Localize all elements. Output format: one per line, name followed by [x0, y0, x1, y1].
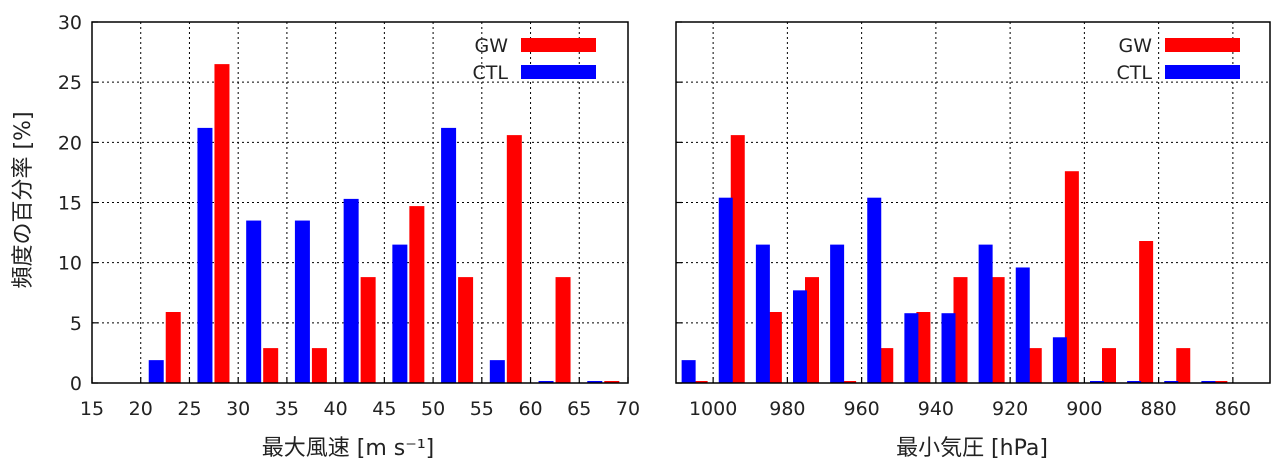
x-tick-label: 860	[1215, 398, 1251, 420]
bar-ctl-940	[904, 313, 919, 383]
bar-ctl-30	[246, 220, 262, 383]
bar-ctl-890	[1090, 381, 1104, 383]
x-tick-label: 880	[1140, 398, 1176, 420]
y-tick-label: 20	[58, 132, 82, 154]
y-tick-label: 0	[70, 373, 82, 395]
bar-ctl-65	[587, 381, 603, 383]
legend-label-gw: GW	[1118, 35, 1152, 57]
bar-ctl-990	[718, 197, 733, 383]
y-axis-label: 頻度の百分率 [%]	[11, 111, 36, 288]
x-tick-label: 15	[80, 398, 104, 420]
bar-gw-860	[1213, 381, 1228, 383]
bar-ctl-25	[197, 127, 213, 383]
y-tick-label: 10	[58, 253, 82, 275]
pressure-panel: 1000 980 960 940 920 900 880 860 最小気圧 [hPa] GW CTL	[675, 21, 1271, 461]
y-tick-label: 30	[58, 12, 82, 34]
bar-ctl-980	[755, 244, 770, 383]
x-tick-label: 20	[129, 398, 153, 420]
bar-ctl-920	[978, 244, 993, 383]
legend: GW CTL	[473, 35, 596, 84]
bar-ctl-60	[538, 381, 554, 383]
bar-ctl-900	[1052, 337, 1067, 383]
legend: GW CTL	[1117, 35, 1240, 84]
x-tick-label: 35	[275, 398, 299, 420]
bar-gw-910	[1027, 348, 1042, 383]
x-axis-label: 最小気圧 [hPa]	[896, 436, 1048, 461]
x-tick-label: 55	[470, 398, 494, 420]
x-tick-label: 65	[567, 398, 591, 420]
grid	[676, 22, 1270, 383]
bar-gw-930	[953, 277, 968, 383]
bar-ctl-55	[489, 360, 505, 383]
x-tick-label: 45	[372, 398, 396, 420]
x-tick-label: 940	[918, 398, 954, 420]
bars	[148, 64, 620, 383]
bar-gw-35	[311, 348, 327, 383]
wind-speed-panel: 15 20 25 30 35 40 45 50 55 60 65 70 0 5 10 15 20 25 30 最大風速…	[58, 12, 640, 461]
x-tick-label: 50	[421, 398, 445, 420]
bar-gw-990	[730, 135, 745, 383]
bar-gw-55	[506, 135, 522, 383]
bar-gw-60	[555, 277, 571, 383]
bar-ctl-930	[941, 313, 956, 383]
bar-ctl-970	[793, 290, 807, 383]
x-axis-label: 最大風速 [m s⁻¹]	[262, 436, 434, 461]
x-tick-label: 920	[992, 398, 1028, 420]
bar-ctl-40	[343, 198, 359, 383]
bar-gw-960	[842, 381, 857, 383]
bar-gw-880	[1139, 241, 1154, 383]
bar-gw-920	[990, 277, 1005, 383]
bar-gw-980	[767, 312, 782, 383]
bar-ctl-860	[1201, 381, 1216, 383]
y-tick-label: 5	[70, 313, 82, 335]
bar-ctl-880	[1127, 381, 1142, 383]
bar-gw-970	[805, 277, 819, 383]
x-tick-label: 1000	[689, 398, 737, 420]
bar-gw-900	[1064, 171, 1079, 383]
bar-ctl-910	[1015, 267, 1030, 383]
bar-gw-25	[214, 64, 230, 383]
x-tick-label: 980	[769, 398, 805, 420]
bar-gw-890	[1102, 348, 1116, 383]
bar-gw-870	[1176, 348, 1191, 383]
x-tick-label: 60	[518, 398, 542, 420]
bar-gw-20	[165, 312, 181, 383]
bar-gw-45	[409, 206, 425, 383]
legend-swatch-gw	[521, 38, 596, 52]
bar-ctl-950	[867, 197, 882, 383]
bars	[681, 135, 1228, 383]
x-tick-label: 960	[843, 398, 879, 420]
x-tick-label: 70	[616, 398, 640, 420]
y-tick-label: 25	[58, 72, 82, 94]
legend-swatch-ctl	[521, 65, 596, 79]
legend-swatch-gw	[1165, 38, 1240, 52]
x-tick-label: 30	[226, 398, 250, 420]
y-tick-label: 15	[58, 193, 82, 215]
x-tick-label: 900	[1066, 398, 1102, 420]
x-tick-label: 40	[324, 398, 348, 420]
bar-gw-940	[916, 312, 931, 383]
bar-gw-65	[604, 381, 620, 383]
legend-label-gw: GW	[474, 35, 508, 57]
legend-swatch-ctl	[1165, 65, 1240, 79]
bar-gw-950	[879, 348, 894, 383]
bar-gw-50	[458, 277, 474, 383]
bar-ctl-50	[441, 127, 457, 383]
bar-ctl-1000	[681, 360, 696, 383]
x-tick-label: 25	[177, 398, 201, 420]
bar-ctl-35	[294, 220, 310, 383]
bar-ctl-45	[392, 244, 408, 383]
bar-ctl-960	[830, 244, 845, 383]
bar-gw-30	[263, 348, 279, 383]
bar-ctl-870	[1164, 381, 1179, 383]
bar-ctl-20	[148, 360, 164, 383]
legend-label-ctl: CTL	[473, 62, 509, 84]
bar-gw-1000	[693, 381, 708, 383]
bar-gw-40	[360, 277, 376, 383]
legend-label-ctl: CTL	[1117, 62, 1153, 84]
